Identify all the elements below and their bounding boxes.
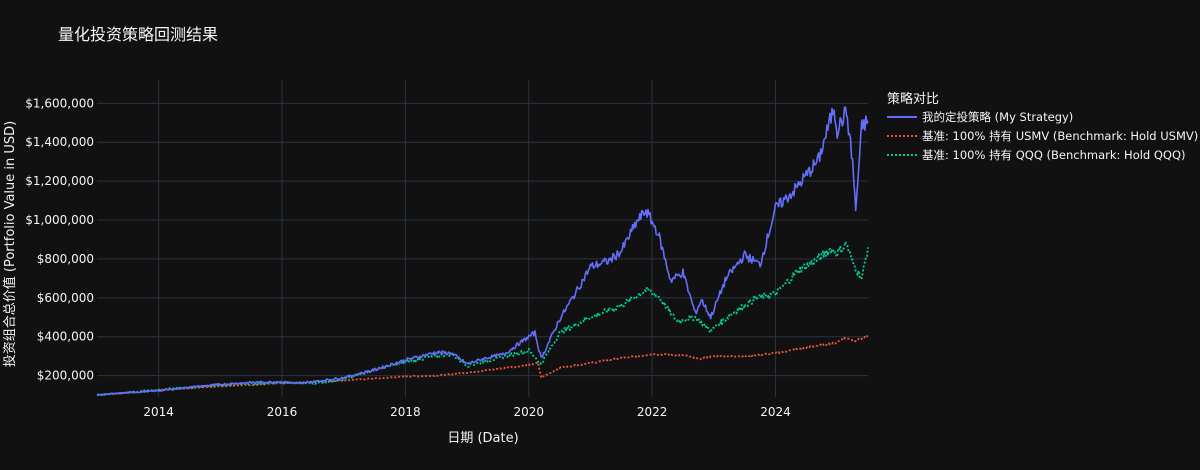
x-tick-label: 2020 bbox=[513, 405, 544, 419]
series-line-1 bbox=[96, 335, 869, 396]
legend-label-1[interactable]: 基准: 100% 持有 USMV (Benchmark: Hold USMV) bbox=[922, 129, 1198, 143]
x-tick-label: 2014 bbox=[143, 405, 174, 419]
y-tick-label: $800,000 bbox=[37, 252, 94, 266]
y-tick-label: $1,600,000 bbox=[25, 96, 94, 110]
x-axis-ticks: 2014 2016 2018 2020 2022 2024 bbox=[143, 405, 790, 419]
x-tick-label: 2022 bbox=[637, 405, 668, 419]
legend-title: 策略对比 bbox=[887, 91, 939, 107]
y-tick-label: $1,400,000 bbox=[25, 135, 94, 149]
y-tick-label: $1,200,000 bbox=[25, 174, 94, 188]
chart-title: 量化投资策略回测结果 bbox=[58, 25, 218, 44]
y-axis-ticks: $200,000 $400,000 $600,000 $800,000 $1,000,0… bbox=[25, 96, 94, 382]
series-layer bbox=[96, 106, 869, 397]
x-tick-label: 2016 bbox=[267, 405, 298, 419]
legend: 策略对比 我的定投策略 (My Strategy) 基准: 100% 持有 USM… bbox=[887, 91, 1198, 162]
x-tick-label: 2018 bbox=[390, 405, 421, 419]
x-axis-title: 日期 (Date) bbox=[447, 431, 518, 446]
y-tick-label: $1,000,000 bbox=[25, 213, 94, 227]
y-axis-title: 投资组合总价值 (Portfolio Value in USD) bbox=[2, 121, 18, 367]
series-line-0 bbox=[97, 106, 869, 396]
series-line-2 bbox=[96, 240, 869, 397]
y-tick-label: $200,000 bbox=[37, 369, 94, 383]
x-tick-label: 2024 bbox=[760, 405, 791, 419]
legend-label-2[interactable]: 基准: 100% 持有 QQQ (Benchmark: Hold QQQ) bbox=[922, 148, 1186, 162]
grid-layer bbox=[97, 80, 868, 397]
legend-label-0[interactable]: 我的定投策略 (My Strategy) bbox=[922, 110, 1073, 124]
y-tick-label: $400,000 bbox=[37, 330, 94, 344]
y-tick-label: $600,000 bbox=[37, 291, 94, 305]
legend-items: 我的定投策略 (My Strategy) 基准: 100% 持有 USMV (Be… bbox=[887, 110, 1198, 162]
